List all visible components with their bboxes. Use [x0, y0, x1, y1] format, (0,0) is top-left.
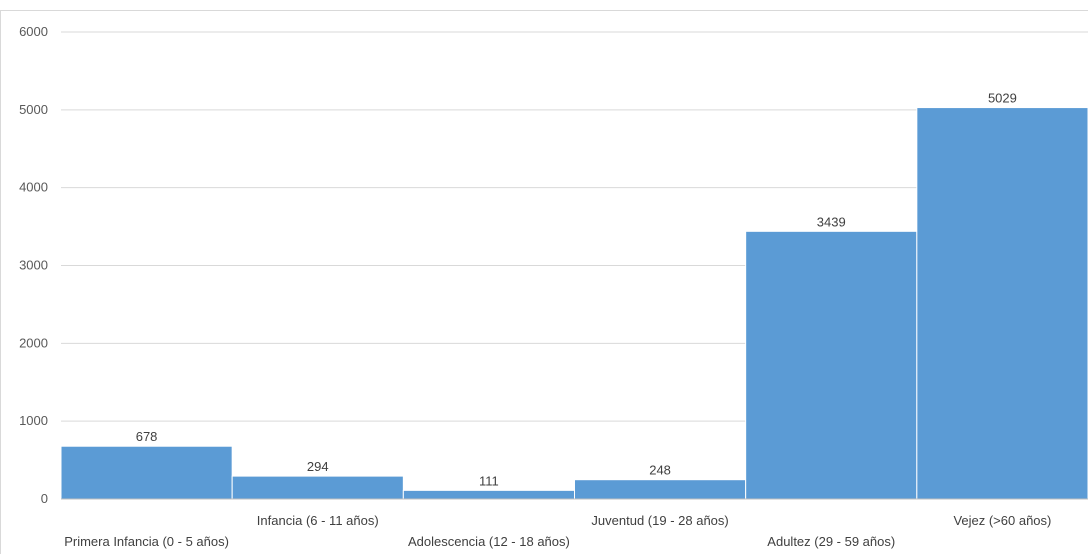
bars [60, 107, 1088, 500]
x-category-label: Adolescencia (12 - 18 años) [408, 534, 570, 549]
x-axis-category-labels: Primera Infancia (0 - 5 años) Infancia (6… [64, 513, 1051, 549]
y-tick-label: 4000 [19, 180, 48, 195]
y-tick-label: 5000 [19, 102, 48, 117]
x-category-label: Primera Infancia (0 - 5 años) [64, 534, 229, 549]
data-label: 3439 [817, 214, 846, 229]
bar [60, 445, 233, 500]
y-tick-label: 2000 [19, 335, 48, 350]
bar [402, 489, 576, 500]
y-tick-label: 6000 [19, 24, 48, 39]
bar [745, 230, 918, 500]
data-label: 678 [136, 429, 158, 444]
data-labels: 678 294 111 248 3439 5029 [136, 91, 1017, 489]
data-label: 294 [307, 459, 329, 474]
x-category-label: Juventud (19 - 28 años) [591, 513, 728, 528]
y-tick-label: 0 [41, 491, 48, 506]
x-category-label: Vejez (>60 años) [953, 513, 1051, 528]
y-tick-label: 3000 [19, 258, 48, 273]
bar [574, 479, 747, 500]
y-tick-label: 1000 [19, 413, 48, 428]
data-label: 5029 [988, 91, 1017, 106]
bar [231, 475, 404, 500]
x-category-label: Adultez (29 - 59 años) [767, 534, 895, 549]
data-label: 111 [479, 473, 499, 488]
x-category-label: Infancia (6 - 11 años) [257, 513, 379, 528]
bar [916, 107, 1088, 500]
y-axis-tick-labels: 0 1000 2000 3000 4000 5000 6000 [19, 24, 48, 506]
data-label: 248 [649, 463, 671, 478]
